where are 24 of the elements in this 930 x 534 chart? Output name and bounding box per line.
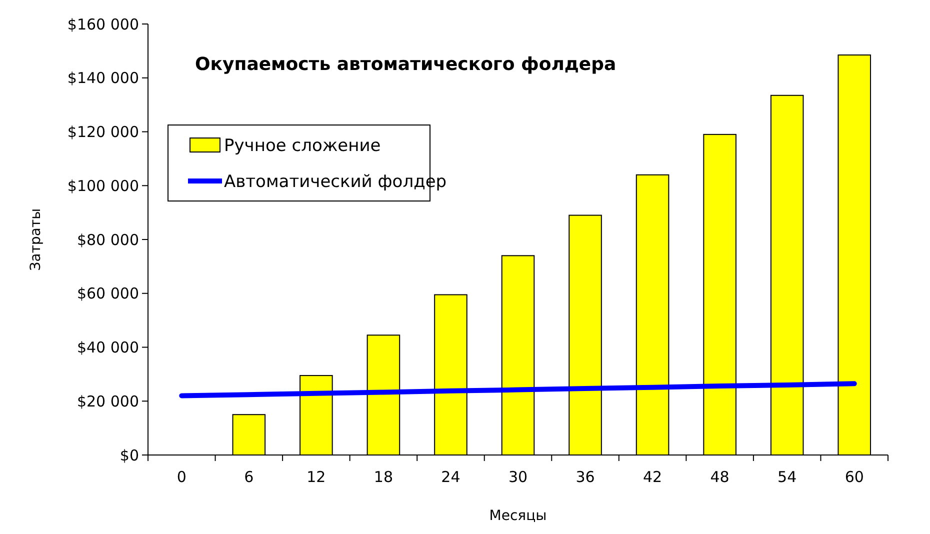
x-tick-label: 54: [778, 468, 797, 486]
x-tick-label: 24: [441, 468, 460, 486]
x-tick-label: 30: [508, 468, 528, 486]
y-tick-label: $40 000: [76, 338, 139, 356]
y-tick-label: $140 000: [67, 69, 139, 88]
x-tick-label: 0: [176, 468, 186, 486]
y-tick-label: $100 000: [67, 176, 139, 195]
x-tick-label: 18: [374, 468, 393, 486]
y-tick-label: $160 000: [67, 15, 139, 34]
y-tick-label: $60 000: [76, 284, 139, 303]
y-axis-title: Затраты: [28, 208, 44, 271]
text: Окупаемость автоматического фолдера: [195, 54, 616, 75]
x-tick-label: 42: [643, 468, 662, 486]
x-tick-label: 12: [306, 468, 326, 486]
x-tick-label: 48: [710, 468, 730, 486]
x-tick-label: 60: [844, 468, 864, 486]
x-tick-label: 36: [576, 468, 595, 486]
x-axis-title: Месяцы: [489, 508, 547, 524]
y-tick-label: $0: [120, 446, 139, 464]
y-tick-label: $20 000: [76, 392, 139, 410]
y-tick-label: $80 000: [76, 230, 139, 249]
x-tick-label: 6: [244, 468, 254, 486]
y-tick-label: $120 000: [67, 123, 139, 141]
legend-label: Ручное сложение: [224, 136, 381, 156]
